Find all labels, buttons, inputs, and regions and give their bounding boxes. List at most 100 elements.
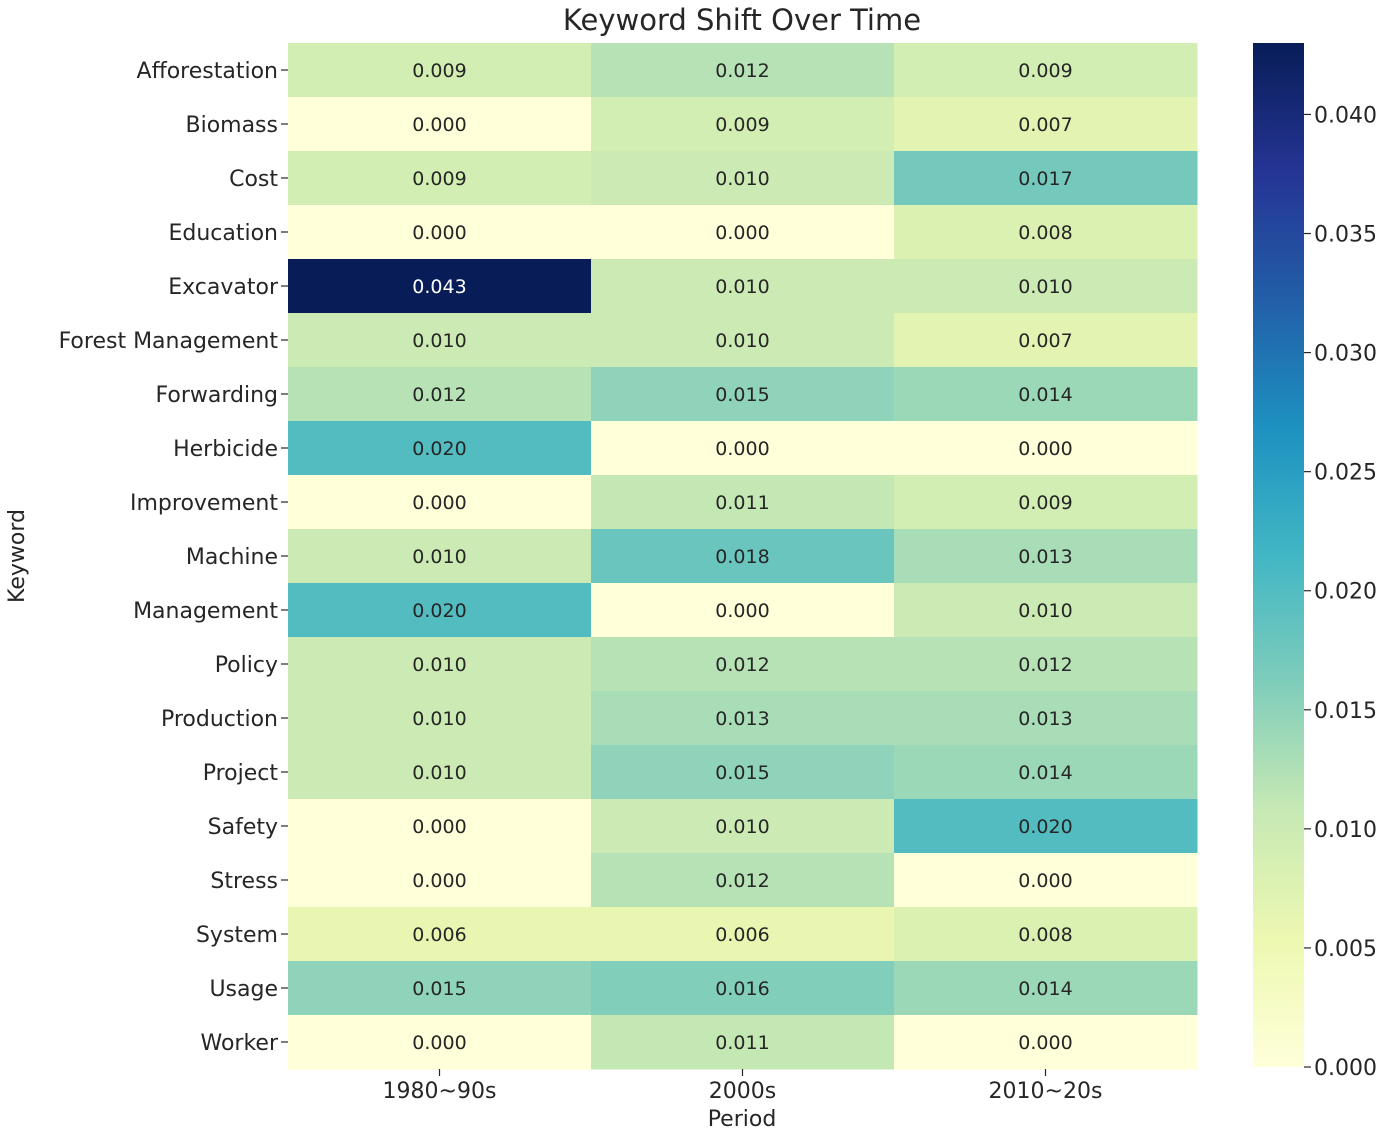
heatmap-cell [894, 853, 1198, 908]
heatmap-cell [288, 205, 592, 260]
x-tick-label: 2010~20s [989, 1079, 1103, 1104]
colorbar-tick-label: 0.005 [1314, 937, 1377, 962]
y-tick-label: Herbicide [173, 437, 278, 462]
y-tick-label: Biomass [185, 113, 278, 138]
x-axis-tick-labels: 1980~90s 2000s 2010~20s [383, 1069, 1103, 1104]
heatmap-cell [288, 799, 592, 854]
cell-value-label: 0.043 [412, 276, 466, 298]
cell-value-label: 0.012 [715, 60, 769, 82]
y-tick-label: Project [203, 761, 279, 786]
y-tick-label: Forwarding [156, 383, 279, 408]
colorbar-tick-label: 0.000 [1314, 1056, 1377, 1081]
heatmap-cell [288, 691, 592, 746]
colorbar-tick-label: 0.025 [1314, 461, 1377, 486]
heatmap-cell [894, 583, 1198, 638]
y-tick-label: Improvement [130, 491, 278, 516]
y-tick-label: Stress [210, 869, 278, 894]
heatmap-cell [288, 853, 592, 908]
heatmap-cell [894, 151, 1198, 206]
heatmap-cell [288, 583, 592, 638]
cell-value-label: 0.014 [1018, 978, 1072, 1000]
heatmap-cell [288, 1015, 592, 1070]
heatmap-cell [288, 259, 592, 314]
heatmap-cell [894, 205, 1198, 260]
heatmap-cell [894, 259, 1198, 314]
cell-value-label: 0.010 [1018, 600, 1072, 622]
heatmap-cell [288, 745, 592, 800]
cell-value-label: 0.008 [1018, 222, 1072, 244]
y-axis-tick-labels: Afforestation Biomass Cost Education Excavat… [59, 59, 288, 1056]
y-tick-label: System [196, 923, 278, 948]
cell-value-label: 0.009 [715, 114, 769, 136]
y-tick-label: Production [161, 707, 278, 732]
heatmap-cell [591, 637, 895, 692]
cell-value-label: 0.018 [715, 546, 769, 568]
cell-value-label: 0.010 [412, 330, 466, 352]
cell-value-label: 0.000 [412, 870, 466, 892]
heatmap-cell [894, 799, 1198, 854]
y-tick-label: Excavator [168, 275, 279, 300]
y-tick-label: Management [133, 599, 278, 624]
chart-title: Keyword Shift Over Time [563, 3, 921, 37]
y-tick-label: Forest Management [59, 329, 279, 354]
y-tick-label: Machine [186, 545, 278, 570]
heatmap-cell [288, 475, 592, 530]
colorbar-tick-label: 0.020 [1314, 580, 1377, 605]
cell-value-label: 0.009 [412, 168, 466, 190]
cell-value-label: 0.020 [412, 438, 466, 460]
colorbar-ticks: 0.000 0.005 0.010 0.015 0.020 0.025 0.030 0.035… [1304, 103, 1377, 1081]
heatmap-cell [288, 421, 592, 476]
cell-value-label: 0.011 [715, 1032, 769, 1054]
heatmap-cell [591, 745, 895, 800]
cell-value-label: 0.000 [715, 438, 769, 460]
cell-value-label: 0.006 [715, 924, 769, 946]
cell-value-label: 0.010 [715, 816, 769, 838]
colorbar-tick-label: 0.010 [1314, 818, 1377, 843]
heatmap-cell [591, 97, 895, 152]
heatmap-cell [894, 691, 1198, 746]
heatmap-cell [894, 367, 1198, 422]
heatmap-cell [288, 151, 592, 206]
heatmap-cell [894, 529, 1198, 584]
cell-value-label: 0.012 [715, 870, 769, 892]
heatmap-cell [894, 1015, 1198, 1070]
heatmap-cell [591, 907, 895, 962]
heatmap-cell [591, 1015, 895, 1070]
x-tick-label: 1980~90s [383, 1079, 497, 1104]
heatmap-cell [591, 43, 895, 98]
cell-value-label: 0.020 [412, 600, 466, 622]
cell-value-label: 0.009 [1018, 492, 1072, 514]
heatmap-cell [288, 637, 592, 692]
cell-value-label: 0.012 [412, 384, 466, 406]
cell-value-label: 0.000 [1018, 438, 1072, 460]
y-tick-label: Usage [209, 977, 278, 1002]
cell-value-label: 0.015 [715, 762, 769, 784]
colorbar [1253, 43, 1304, 1067]
cell-value-label: 0.000 [1018, 1032, 1072, 1054]
cell-value-label: 0.014 [1018, 762, 1072, 784]
cell-value-label: 0.010 [1018, 276, 1072, 298]
heatmap-cell [591, 475, 895, 530]
y-tick-label: Worker [200, 1031, 278, 1056]
heatmap-cell [288, 313, 592, 368]
cell-value-label: 0.012 [1018, 654, 1072, 676]
cell-value-label: 0.000 [412, 492, 466, 514]
cell-value-label: 0.000 [412, 114, 466, 136]
cell-value-label: 0.008 [1018, 924, 1072, 946]
heatmap-cell [894, 961, 1198, 1016]
heatmap-cell [288, 97, 592, 152]
y-axis-title: Keyword [5, 509, 30, 603]
cell-value-label: 0.010 [715, 168, 769, 190]
heatmap-cell [591, 151, 895, 206]
heatmap-cell [591, 205, 895, 260]
cell-value-label: 0.010 [715, 330, 769, 352]
heatmap-cell [894, 475, 1198, 530]
heatmap-cell [288, 43, 592, 98]
cell-value-label: 0.014 [1018, 384, 1072, 406]
cell-value-label: 0.017 [1018, 168, 1072, 190]
cell-value-label: 0.010 [715, 276, 769, 298]
heatmap-cell [591, 421, 895, 476]
heatmap-cell [894, 637, 1198, 692]
heatmap-cell [894, 907, 1198, 962]
